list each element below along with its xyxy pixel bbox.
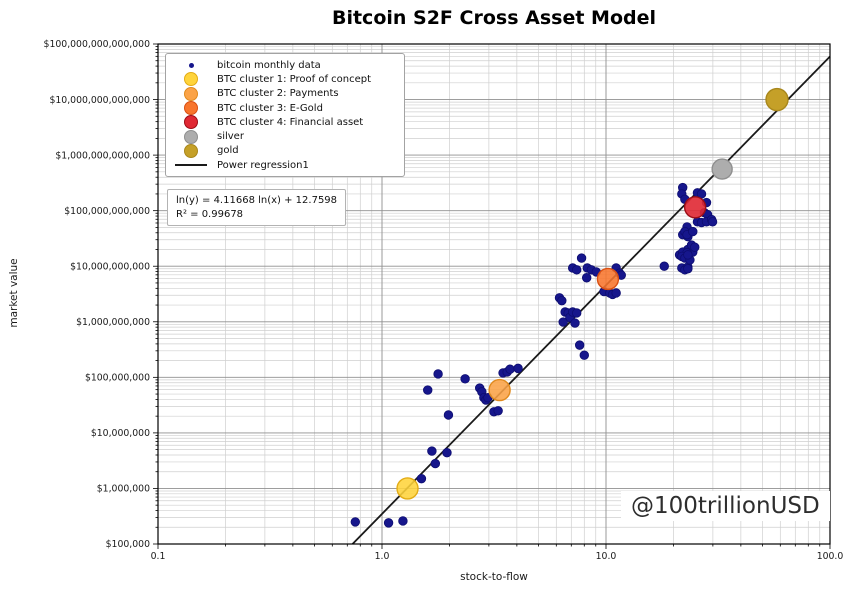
legend-item: BTC cluster 1: Proof of concept bbox=[174, 72, 396, 87]
regression-r-squared: R² = 0.99678 bbox=[176, 208, 244, 220]
y-tick-label: $10,000,000,000,000 bbox=[49, 95, 150, 106]
legend-item: BTC cluster 2: Payments bbox=[174, 86, 396, 101]
legend-item: BTC cluster 4: Financial asset bbox=[174, 115, 396, 130]
x-tick-label: 1.0 bbox=[375, 551, 390, 562]
regression-annotation: ln(y) = 4.11668 ln(x) + 12.7598 R² = 0.9… bbox=[167, 189, 347, 226]
legend-marker-icon bbox=[174, 101, 208, 116]
series-btc-cluster-3-e-gold bbox=[596, 267, 620, 291]
series-silver bbox=[711, 158, 733, 180]
y-tick-label: $100,000 bbox=[106, 539, 150, 550]
legend-marker-icon bbox=[174, 86, 208, 101]
regression-equation: ln(y) = 4.11668 ln(x) + 12.7598 bbox=[176, 195, 338, 206]
minor-gridlines bbox=[158, 44, 830, 544]
y-tick-label: $1,000,000,000 bbox=[76, 317, 150, 328]
x-axis-label: stock-to-flow bbox=[460, 571, 528, 583]
y-tick-label: $100,000,000,000,000 bbox=[44, 39, 151, 50]
data-point bbox=[558, 317, 568, 327]
btc-cluster-3-e-gold-marker bbox=[596, 267, 620, 291]
data-point bbox=[688, 226, 698, 237]
y-tick-label: $1,000,000,000,000 bbox=[55, 150, 150, 161]
btc-cluster-1-proof-of-concept-marker bbox=[396, 477, 419, 500]
legend-item: silver bbox=[174, 129, 396, 144]
y-tick-label: $1,000,000 bbox=[97, 484, 150, 495]
data-point bbox=[423, 385, 433, 395]
series-btc-cluster-1-proof-of-concept bbox=[396, 477, 419, 500]
y-axis-label: market value bbox=[8, 258, 20, 328]
legend-item-label: bitcoin monthly data bbox=[217, 59, 321, 71]
power-regression-line bbox=[351, 55, 831, 545]
axis-tick-labels: 0.1 1.0 10.0 100.0 $100,000 $1,000,000 $10,000… bbox=[44, 39, 844, 562]
data-point bbox=[416, 473, 427, 484]
x-tick-label: 100.0 bbox=[817, 551, 844, 562]
legend-item-label: silver bbox=[217, 131, 244, 143]
y-tick-label: $10,000,000,000 bbox=[70, 261, 150, 272]
x-tick-label: 0.1 bbox=[151, 551, 166, 562]
legend-item-label: BTC cluster 1: Proof of concept bbox=[217, 73, 372, 85]
data-point bbox=[611, 288, 621, 298]
legend-item-label: BTC cluster 4: Financial asset bbox=[217, 116, 364, 128]
series-bitcoin-monthly-data bbox=[350, 182, 718, 528]
legend-item-label: BTC cluster 3: E-Gold bbox=[217, 102, 323, 114]
silver-marker bbox=[711, 158, 733, 180]
data-point bbox=[460, 374, 470, 384]
btc-cluster-2-payments-marker bbox=[488, 378, 511, 402]
legend-marker-icon bbox=[174, 62, 208, 68]
data-point bbox=[659, 261, 669, 271]
data-point bbox=[350, 517, 361, 527]
series-btc-cluster-4-financial-asset bbox=[683, 196, 707, 219]
series-btc-cluster-2-payments bbox=[488, 378, 511, 402]
data-point bbox=[707, 217, 718, 227]
data-point bbox=[430, 458, 441, 469]
legend-marker-icon bbox=[174, 129, 208, 144]
legend-item: BTC cluster 3: E-Gold bbox=[174, 101, 396, 116]
data-point bbox=[427, 446, 437, 456]
data-point bbox=[683, 250, 693, 260]
watermark-handle: @100trillionUSD bbox=[621, 491, 830, 521]
legend-item-label: gold bbox=[217, 145, 239, 157]
data-point bbox=[570, 318, 580, 328]
y-tick-label: $10,000,000 bbox=[91, 428, 150, 439]
legend-marker-icon bbox=[174, 72, 208, 87]
legend: bitcoin monthly data BTC cluster 1: Proof… bbox=[165, 53, 405, 178]
data-point bbox=[576, 253, 587, 263]
data-point bbox=[398, 516, 408, 526]
data-point bbox=[581, 273, 592, 283]
data-point bbox=[574, 340, 585, 350]
gold-marker bbox=[765, 87, 789, 112]
data-point bbox=[557, 295, 567, 306]
data-point bbox=[572, 308, 582, 318]
legend-item: Power regression1 bbox=[174, 158, 396, 172]
data-point bbox=[572, 265, 582, 275]
data-point bbox=[433, 369, 443, 379]
series-gold bbox=[765, 87, 789, 112]
chart-title: Bitcoin S2F Cross Asset Model bbox=[331, 7, 656, 29]
legend-marker-icon bbox=[174, 143, 208, 158]
btc-cluster-4-financial-asset-marker bbox=[683, 196, 707, 219]
data-point bbox=[683, 264, 693, 274]
legend-line-swatch bbox=[174, 164, 208, 167]
legend-item: gold bbox=[174, 143, 396, 158]
data-point bbox=[505, 364, 515, 374]
legend-item-label: Power regression1 bbox=[217, 159, 309, 171]
data-point bbox=[513, 363, 523, 374]
x-tick-label: 10.0 bbox=[596, 551, 617, 562]
legend-item: bitcoin monthly data bbox=[174, 58, 396, 72]
y-tick-label: $100,000,000,000 bbox=[64, 206, 150, 217]
data-point bbox=[493, 406, 503, 416]
data-point bbox=[383, 518, 394, 528]
data-point bbox=[690, 242, 700, 252]
data-point bbox=[443, 410, 454, 420]
data-point bbox=[579, 350, 589, 360]
legend-marker-icon bbox=[174, 115, 208, 130]
y-tick-label: $100,000,000 bbox=[85, 373, 150, 384]
data-point bbox=[442, 447, 452, 458]
legend-item-label: BTC cluster 2: Payments bbox=[217, 88, 339, 100]
plot-border bbox=[157, 43, 831, 545]
